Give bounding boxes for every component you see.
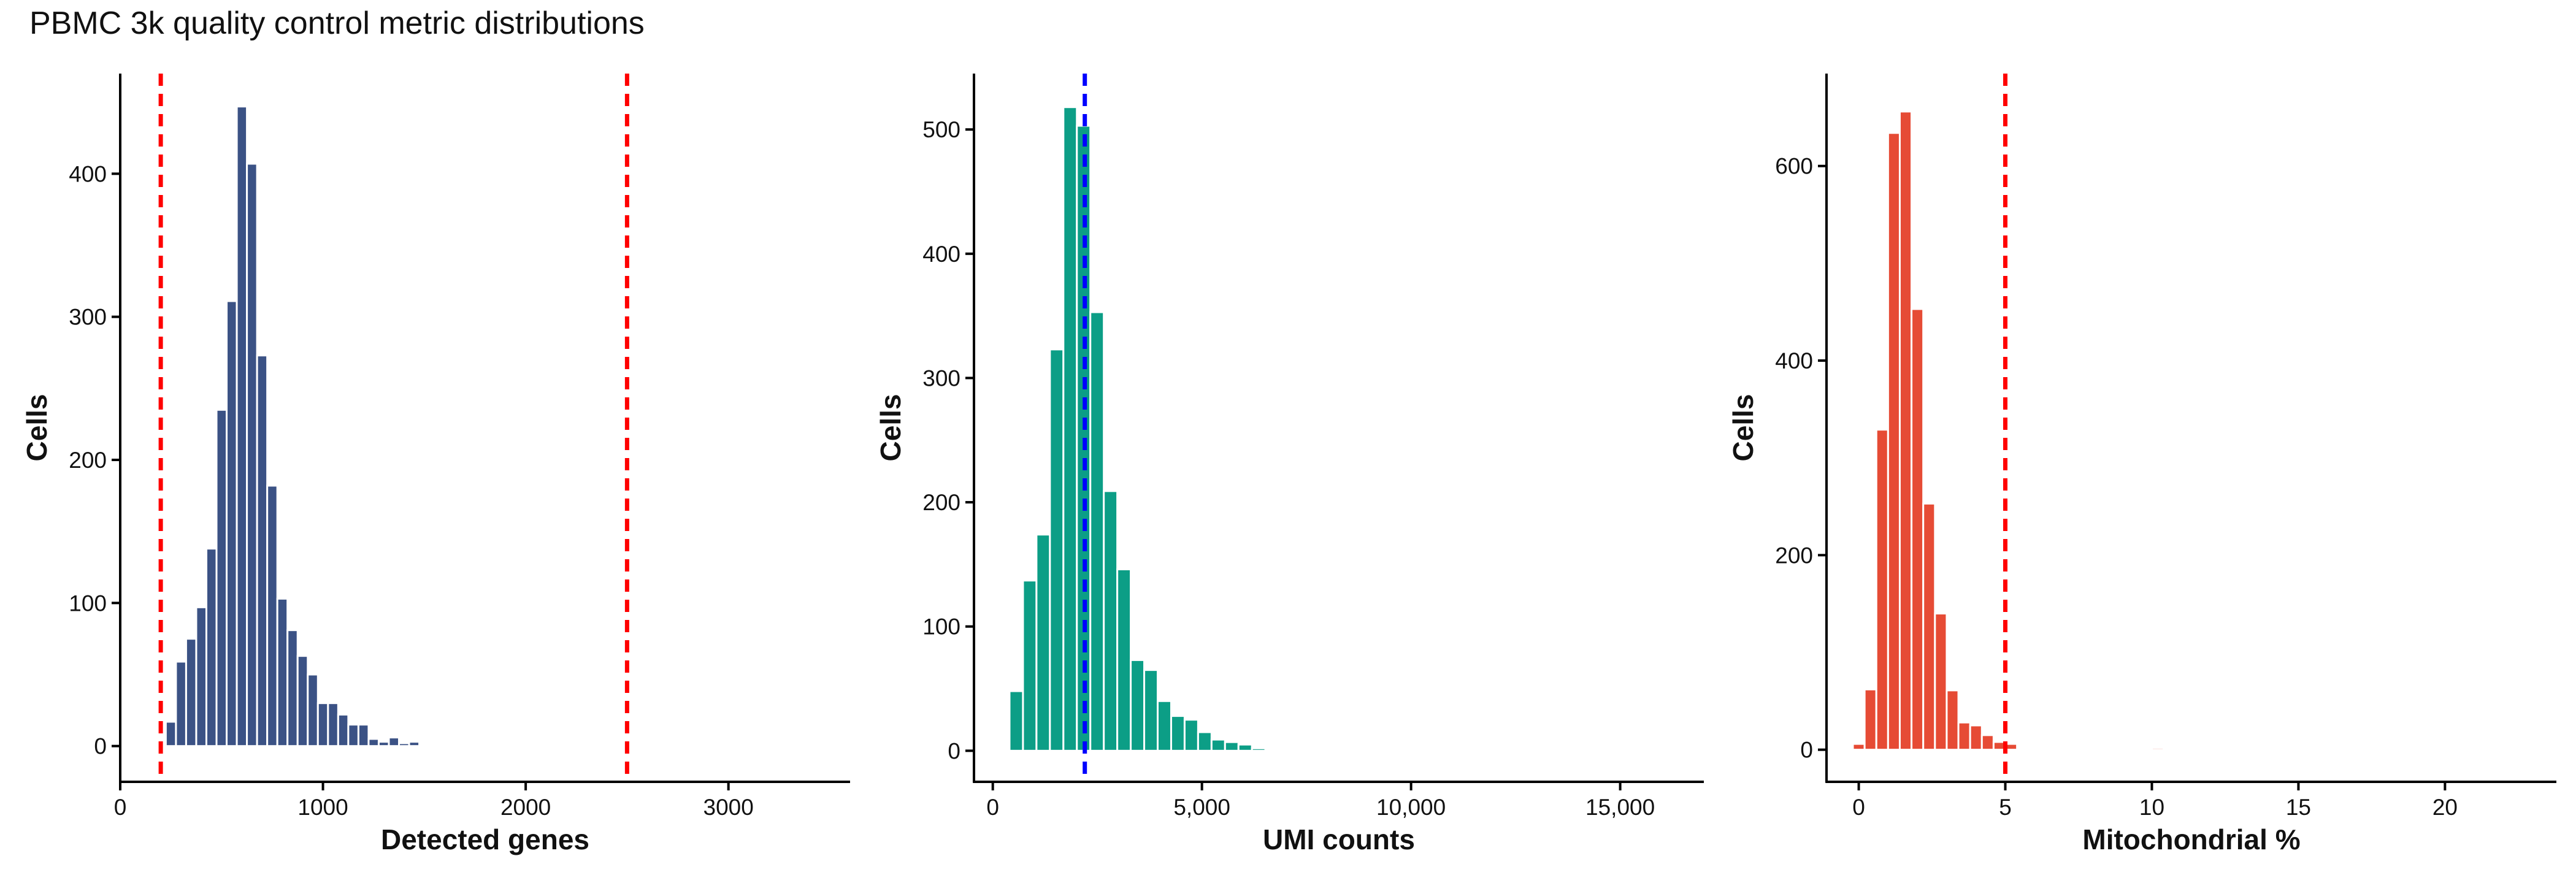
histogram-bar <box>1089 311 1105 752</box>
histogram-bar <box>1008 690 1024 752</box>
x-tick-label: 20 <box>2432 795 2458 820</box>
histogram-bar <box>337 713 350 747</box>
x-tick-label: 15 <box>2286 795 2311 820</box>
histogram-bar <box>1062 106 1078 752</box>
histogram-bar <box>398 742 410 747</box>
histogram-bar <box>1922 502 1936 751</box>
y-tick-label: 200 <box>69 448 107 473</box>
y-tick-label: 100 <box>69 591 107 616</box>
histogram-bar <box>215 408 228 747</box>
histogram-bar <box>1130 659 1146 752</box>
x-tick-label: 0 <box>1852 795 1865 820</box>
y-tick-label: 200 <box>1775 543 1813 568</box>
x-tick-label: 5 <box>1999 795 2012 820</box>
histogram-bar <box>1237 743 1253 752</box>
histogram-bar <box>1887 132 1901 751</box>
histogram-bar <box>307 673 319 747</box>
histogram-bar <box>175 660 187 747</box>
histogram-bar <box>1224 741 1240 752</box>
histogram-bar <box>2150 746 2165 751</box>
histogram-bar <box>1852 743 1866 751</box>
histogram-bar <box>1264 748 1280 752</box>
y-axis-title: Cells <box>1727 394 1759 462</box>
y-tick-label: 400 <box>69 161 107 186</box>
y-tick-label: 600 <box>1775 154 1813 179</box>
histogram-bar <box>1957 721 1971 751</box>
histogram-bar <box>236 105 248 747</box>
x-tick-label: 1000 <box>297 795 348 820</box>
y-tick-label: 0 <box>1800 738 1813 763</box>
x-tick-label: 10 <box>2139 795 2164 820</box>
histogram-bar <box>1945 689 1960 751</box>
x-tick-label: 0 <box>986 795 999 820</box>
histogram-bar <box>1934 613 1948 751</box>
x-tick-label: 10,000 <box>1376 795 1446 820</box>
x-tick-label: 15,000 <box>1585 795 1655 820</box>
y-tick-label: 200 <box>922 490 960 515</box>
histogram-bar <box>1911 308 1925 751</box>
histogram-bar <box>377 741 390 747</box>
y-tick-label: 400 <box>1775 348 1813 373</box>
histogram-bar <box>1157 700 1172 752</box>
x-tick-label: 3000 <box>703 795 754 820</box>
histogram-bar <box>408 741 421 747</box>
x-axis-title: Detected genes <box>381 824 589 855</box>
histogram-bar <box>1143 669 1159 752</box>
x-axis-title: UMI counts <box>1263 824 1415 855</box>
histogram-bar <box>164 721 177 747</box>
x-tick-label: 2000 <box>500 795 551 820</box>
histogram-bar <box>1980 734 1995 751</box>
y-tick-label: 0 <box>948 738 960 763</box>
x-axis-title: Mitochondrial % <box>2082 824 2300 855</box>
y-axis-title: Cells <box>21 394 53 462</box>
y-tick-label: 0 <box>94 734 107 759</box>
histogram-bar <box>226 300 238 747</box>
histogram-bar <box>1049 348 1065 752</box>
histogram-bar <box>1210 738 1226 752</box>
histogram-bar <box>276 597 289 747</box>
histogram-bar <box>256 354 269 747</box>
page-title: PBMC 3k quality control metric distribut… <box>29 6 645 41</box>
histogram-bar <box>1103 490 1119 752</box>
histogram-bar <box>316 702 329 747</box>
histogram-bar <box>327 702 339 747</box>
histogram-bar <box>1022 579 1038 752</box>
y-tick-label: 400 <box>922 242 960 267</box>
histogram-bar <box>367 738 380 747</box>
y-axis-title: Cells <box>875 394 907 462</box>
histogram-bar <box>1278 748 1294 752</box>
histogram-bar <box>1969 724 1983 751</box>
histogram-bar <box>266 484 278 747</box>
histogram-bar <box>1875 429 1889 751</box>
histogram-bar <box>1898 110 1913 751</box>
histogram-bar <box>195 606 207 747</box>
y-tick-label: 300 <box>69 305 107 330</box>
histogram-bar <box>205 548 218 747</box>
y-tick-label: 300 <box>922 365 960 391</box>
histogram-bar <box>246 162 258 747</box>
histogram-bar <box>357 724 370 747</box>
histogram-bar <box>1183 719 1199 752</box>
histogram-bar <box>296 655 309 747</box>
histogram-bar <box>347 724 359 747</box>
histogram-bar <box>286 629 299 747</box>
y-tick-label: 100 <box>922 614 960 640</box>
chart-panel-1: 0 1000 2000 3000 0 100 200 300 400 Detected genes… <box>21 74 850 855</box>
histogram-bar <box>1170 715 1186 752</box>
histogram-bar <box>1116 568 1132 752</box>
histogram-bar <box>1197 731 1213 752</box>
histogram-bar <box>1863 688 1877 751</box>
x-tick-label: 0 <box>114 795 127 820</box>
histogram-bar <box>1035 533 1051 752</box>
chart-panel-2: 0 5,000 10,000 15,000 0 100 200 300 400 500 UMI co… <box>875 74 1704 855</box>
histogram-bar <box>1251 747 1267 752</box>
x-tick-label: 5,000 <box>1173 795 1230 820</box>
y-tick-label: 500 <box>922 117 960 142</box>
histogram-bar <box>388 736 401 747</box>
histogram-bar <box>185 638 197 747</box>
